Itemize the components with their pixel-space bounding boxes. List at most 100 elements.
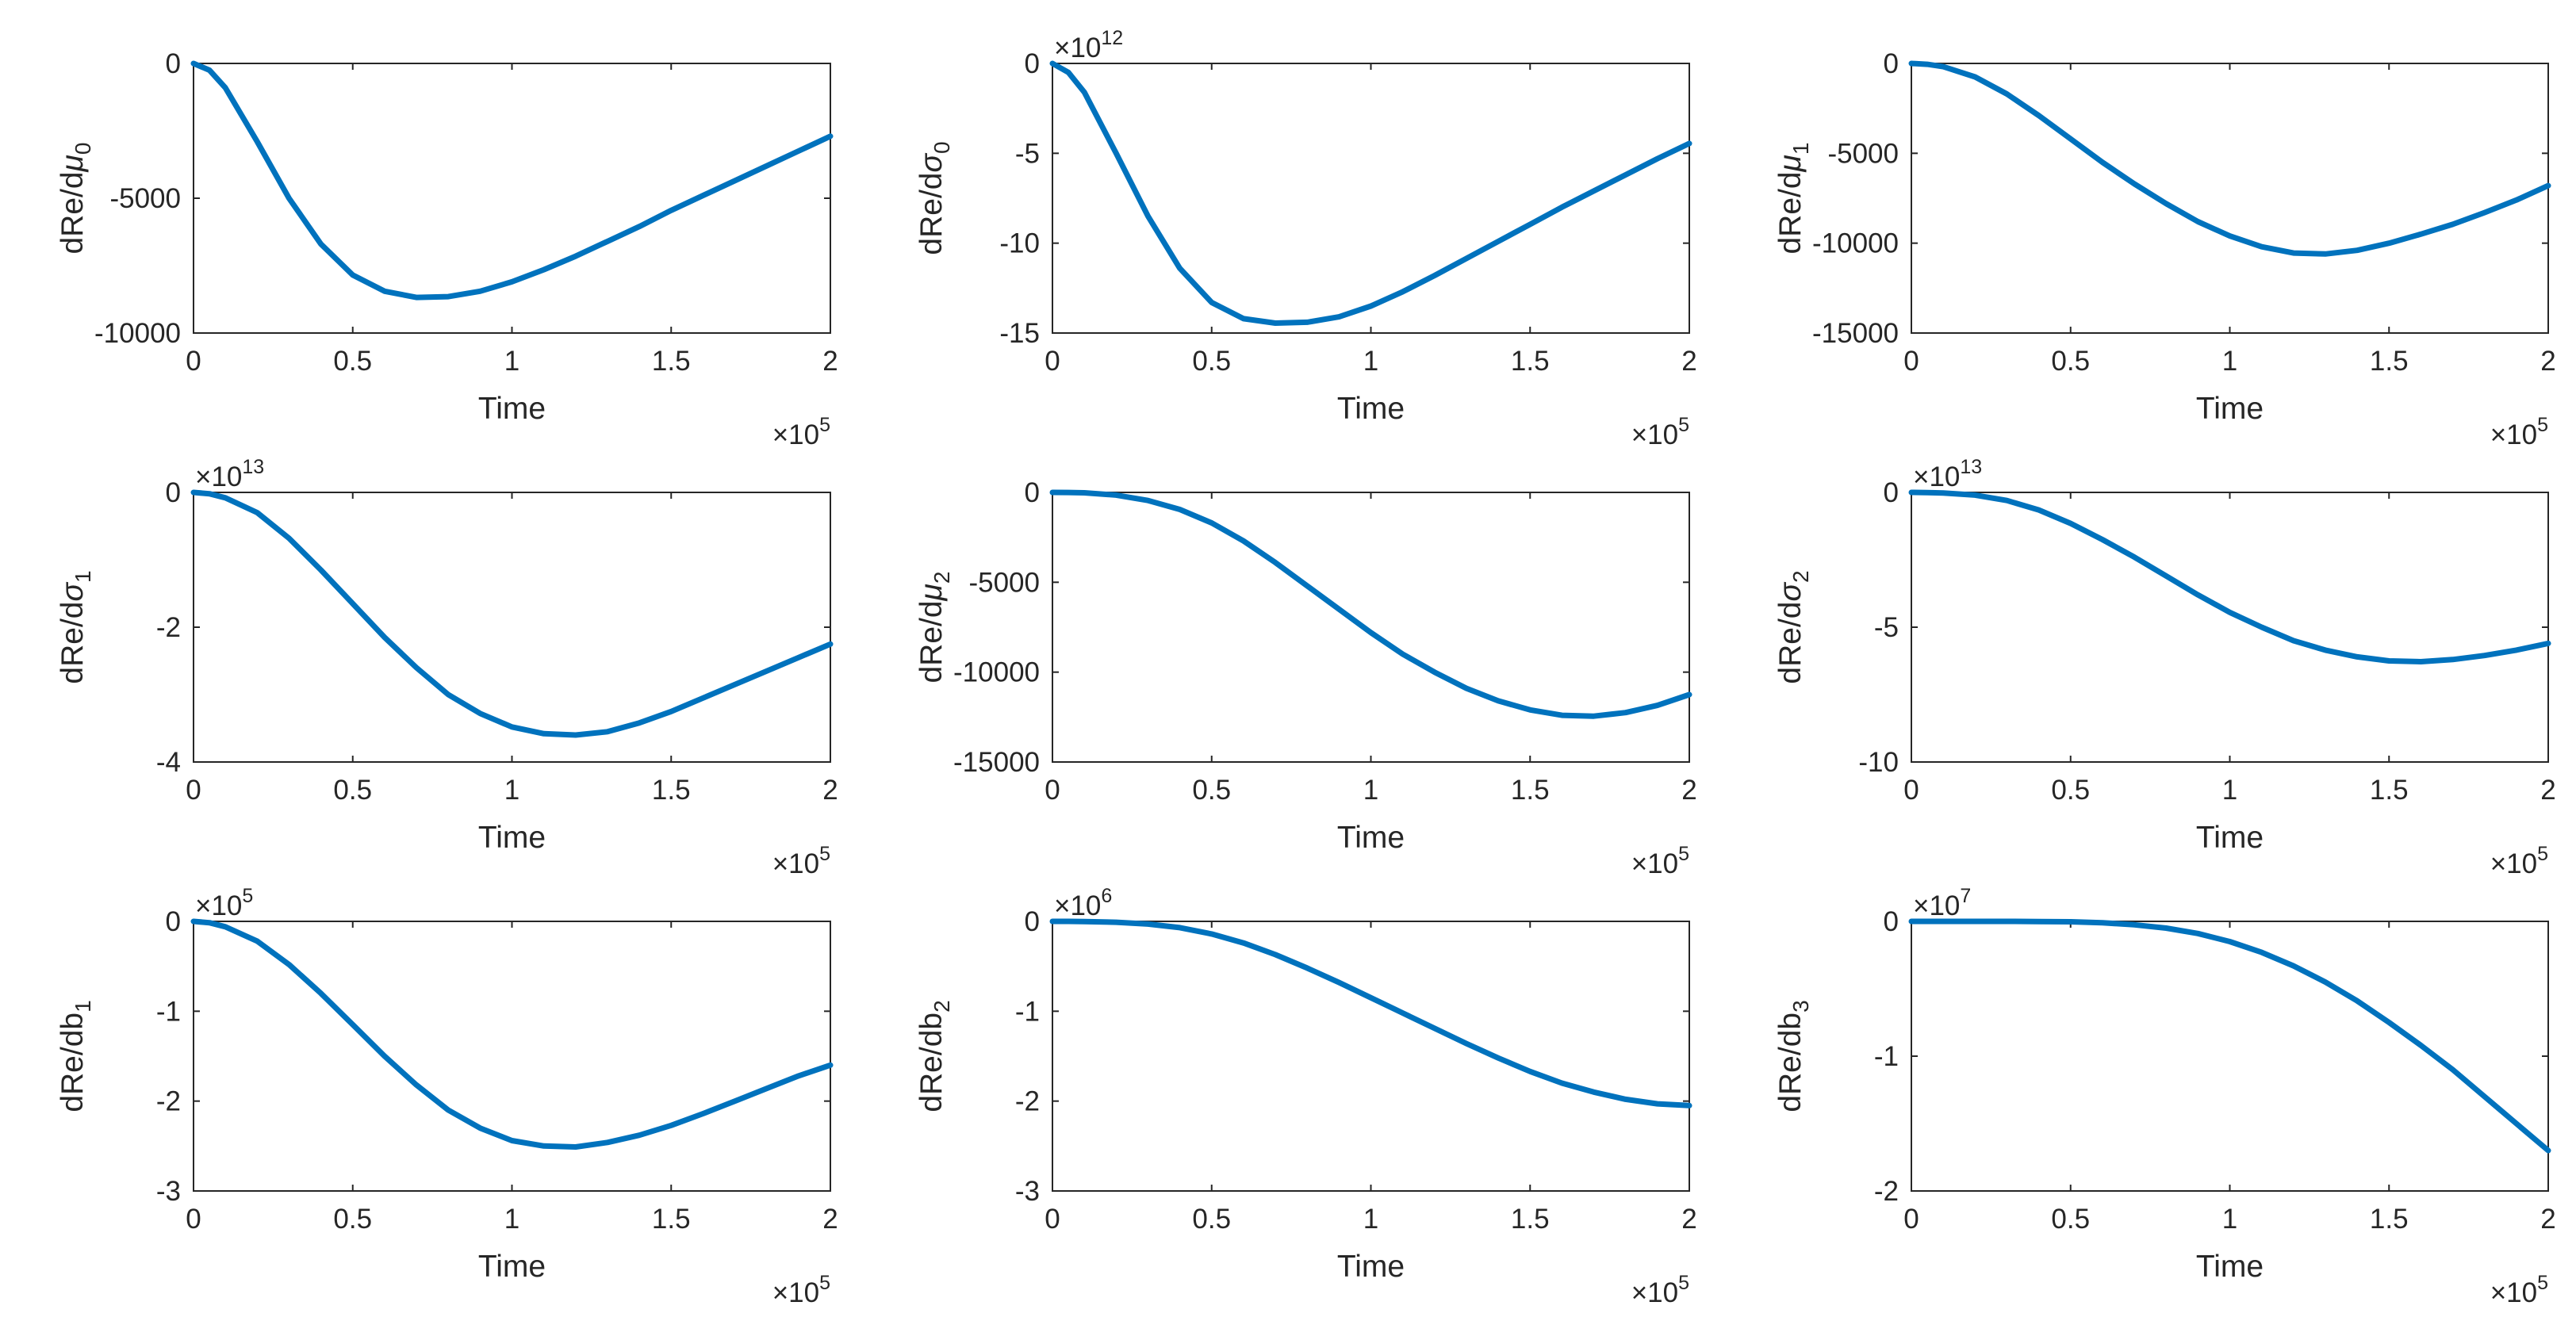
x-axis-label: Time [1337,392,1405,426]
y-label-symbol: σ [1773,582,1807,602]
x-axis-label: Time [478,821,546,855]
y-tick-label: -3 [156,1176,181,1207]
y-exponent-label: ×1012 [1054,27,1123,63]
x-exponent-label: ×105 [2490,414,2548,450]
series-line [1049,489,1692,719]
y-tick-label: 0 [1884,477,1899,508]
y-tick-label: -15000 [953,747,1040,778]
y-exponent-label: ×1013 [195,456,264,492]
x-exponent-base: ×10 [772,1277,819,1308]
x-axis-label: Time [478,1250,546,1284]
x-tick-label: 2 [2540,1204,2555,1235]
y-label-symbol: σ [914,153,949,173]
x-exponent-label: ×105 [1631,414,1689,450]
x-axis-label: Time [478,392,546,426]
y-exponent-value: 5 [242,885,253,907]
x-exponent-label: ×105 [772,843,830,879]
y-axis-label: dRe/dμ2 [914,571,954,683]
y-label-base: dRe/d [56,171,90,254]
y-tick-label: 0 [166,48,181,79]
y-tick-label: -1 [1015,996,1040,1027]
y-exponent-value: 13 [1960,456,1982,478]
x-tick-label: 0.5 [2051,775,2090,806]
x-exponent-value: 5 [2537,1272,2548,1294]
x-tick-label: 2 [822,775,838,806]
x-tick-label: 0 [186,1204,201,1235]
y-label-subscript: 2 [930,1000,954,1013]
y-axis-label: dRe/dμ1 [1773,142,1813,254]
y-label-base: dRe/d [1773,171,1807,254]
series-line [1049,60,1692,326]
y-exponent-base: ×10 [195,890,242,921]
x-axis-label: Time [1337,1250,1405,1284]
y-tick-label: 0 [1884,48,1899,79]
y-tick-label: -10000 [953,657,1040,688]
y-axis-label: dRe/dσ2 [1773,570,1813,683]
y-exponent-base: ×10 [1054,890,1101,921]
x-tick-label: 0.5 [2051,346,2090,377]
y-label-base: dRe/db [1773,1013,1807,1112]
y-label-subscript: 1 [71,570,95,583]
y-exponent-value: 12 [1101,27,1123,49]
x-tick-label: 0 [1903,775,1919,806]
subplot-3: 0 0.5 1 1.5 2 -15000 -10000 -5000 0 Time ×105 dRe/d… [1773,48,2556,450]
x-tick-label: 0.5 [1192,1204,1231,1235]
y-axis-label: dRe/db2 [914,1000,954,1112]
x-exponent-label: ×105 [2490,843,2548,879]
y-tick-label: -5000 [968,567,1040,598]
y-tick-label: -15 [999,318,1040,349]
x-tick-label: 1 [504,1204,519,1235]
y-label-subscript: 0 [930,141,954,154]
y-label-subscript: 2 [1788,570,1813,583]
x-exponent-value: 5 [819,1272,830,1294]
y-label-symbol: μ [56,155,90,172]
y-label-base: dRe/d [56,602,90,684]
x-tick-label: 0.5 [333,346,372,377]
series-line [190,60,834,301]
x-axis-label: Time [1337,821,1405,855]
y-exponent-value: 6 [1101,885,1112,907]
y-tick-label: -10 [999,228,1040,259]
y-label-base: dRe/db [914,1013,949,1112]
y-exponent-label: ×107 [1913,885,1971,921]
x-tick-label: 2 [1681,775,1696,806]
x-tick-label: 1.5 [1511,775,1550,806]
x-tick-label: 0 [1045,1204,1060,1235]
y-label-symbol: σ [56,582,90,602]
y-axis-label: dRe/dσ1 [56,570,95,683]
y-axis-label: dRe/dσ0 [914,141,954,255]
y-tick-label: -2 [156,1086,181,1117]
y-tick-label: -5000 [109,183,181,214]
y-tick-label: 0 [1025,906,1040,937]
x-tick-label: 2 [1681,346,1696,377]
y-tick-label: -2 [1015,1086,1040,1117]
x-exponent-value: 5 [819,843,830,865]
y-label-base: dRe/d [914,600,949,683]
y-tick-label: 0 [1025,477,1040,508]
x-tick-label: 1 [2222,1204,2237,1235]
x-exponent-base: ×10 [1631,1277,1678,1308]
x-exponent-label: ×105 [2490,1272,2548,1308]
x-tick-label: 0.5 [333,1204,372,1235]
y-label-subscript: 3 [1788,1000,1813,1013]
series-line [190,918,834,1150]
axes-box [193,492,831,763]
y-exponent-value: 13 [242,456,264,478]
y-tick-label: -2 [1874,1176,1899,1207]
x-axis-label: Time [2196,1250,2264,1284]
axes-box [1911,492,2549,763]
x-exponent-base: ×10 [1631,848,1678,879]
x-tick-label: 1.5 [2370,1204,2409,1235]
series-line [1908,60,2551,257]
axes-box [1911,63,2549,334]
x-tick-label: 1 [1363,775,1378,806]
x-tick-label: 0 [186,346,201,377]
y-tick-label: -4 [156,747,181,778]
series-line [190,489,834,738]
x-tick-label: 0.5 [2051,1204,2090,1235]
